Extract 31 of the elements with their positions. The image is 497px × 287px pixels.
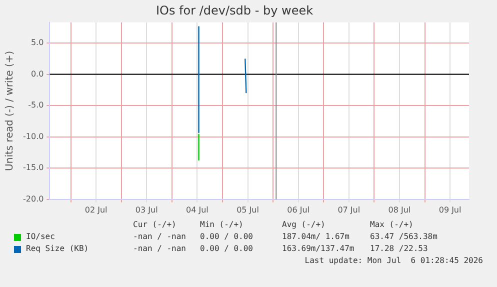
text: Avg (-/+)	[282, 220, 326, 231]
text: 0.00 / 0.00	[200, 232, 253, 243]
legend-label: IO/sec	[26, 232, 55, 243]
text: Min (-/+)	[200, 220, 244, 231]
text: Cur (-/+)	[133, 220, 176, 231]
legend-label: Req Size (KB)	[26, 244, 89, 255]
x-tick-label: 05 Jul	[236, 205, 259, 214]
y-tick-label: -15.0	[22, 163, 44, 172]
x-tick-label: 02 Jul	[84, 205, 108, 214]
text: -nan / -nan	[133, 232, 186, 243]
text: 63.47 /563.38m	[370, 232, 438, 243]
y-axis-title: Units read (-) / write (+)	[4, 50, 16, 171]
y-tick-label: -20.0	[22, 194, 44, 204]
x-tick-label: 09 Jul	[438, 205, 462, 214]
text: 0.00 / 0.00	[200, 244, 253, 255]
x-tick-label: 07 Jul	[338, 205, 360, 214]
y-tick-label: 0.0	[30, 69, 44, 78]
text: -nan / -nan	[133, 244, 186, 255]
text: 163.69m/137.47m	[282, 244, 354, 255]
y-tick-label: -10.0	[22, 132, 44, 141]
y-tick-label: -5.0	[28, 100, 44, 110]
y-tick-label: 5.0	[30, 38, 44, 48]
x-tick-label: 04 Jul	[186, 205, 208, 214]
x-tick-label: 03 Jul	[135, 205, 158, 214]
x-tick-label: 08 Jul	[388, 205, 411, 214]
text: 17.28 /22.53	[370, 244, 428, 255]
text: 187.04m/ 1.67m	[282, 232, 350, 243]
chart-title: IOs for /dev/sdb - by week	[156, 3, 314, 18]
x-tick-label: 06 Jul	[287, 205, 310, 214]
text: Last update: Mon Jul 6 01:28:45 2026	[304, 256, 483, 267]
text: Max (-/+)	[370, 220, 414, 231]
